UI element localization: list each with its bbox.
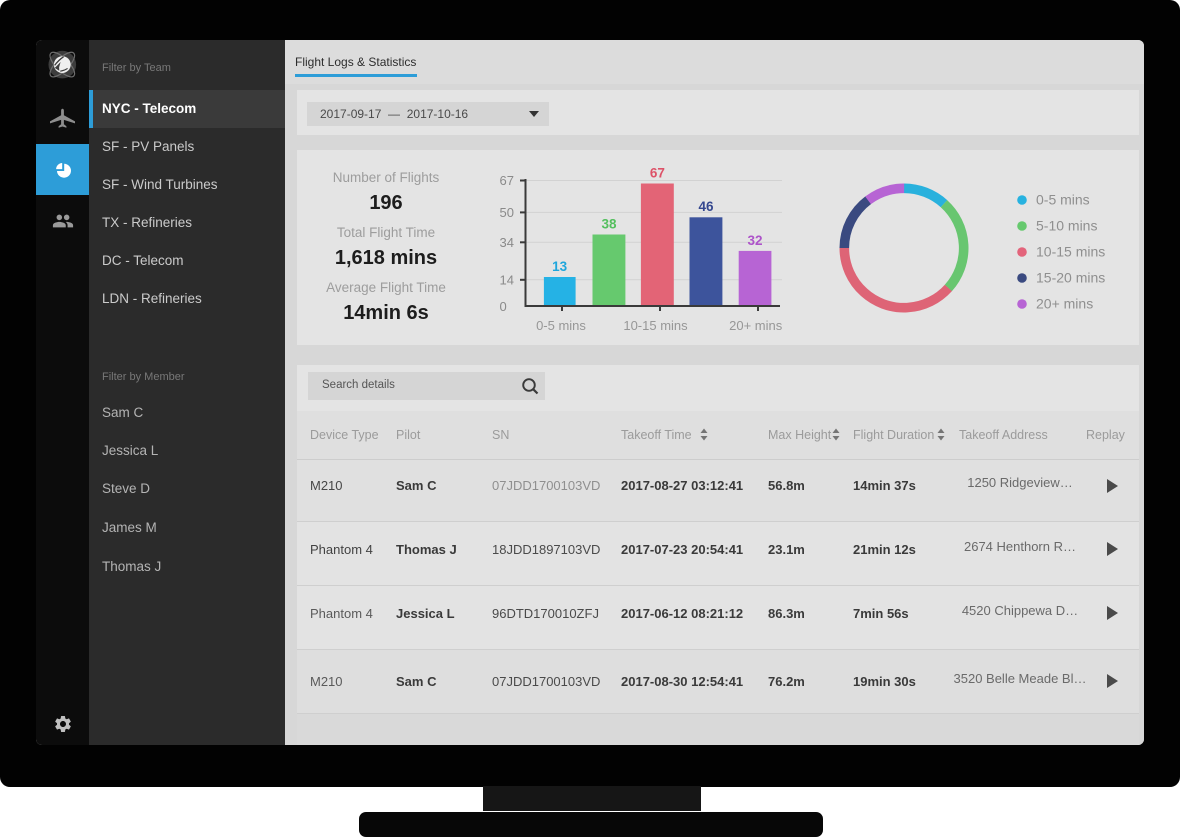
svg-text:10-15 mins: 10-15 mins <box>1036 244 1105 260</box>
svg-text:34: 34 <box>500 235 514 250</box>
svg-text:20+ mins: 20+ mins <box>729 318 783 333</box>
svg-text:38: 38 <box>601 217 617 232</box>
svg-text:50: 50 <box>500 205 514 220</box>
svg-text:67: 67 <box>500 173 514 188</box>
svg-text:46: 46 <box>698 199 714 214</box>
svg-text:20+ mins: 20+ mins <box>1036 296 1093 312</box>
svg-text:67: 67 <box>650 166 665 181</box>
svg-text:0-5 mins: 0-5 mins <box>1036 192 1090 208</box>
svg-text:10-15 mins: 10-15 mins <box>623 318 688 333</box>
svg-text:15-20 mins: 15-20 mins <box>1036 270 1105 286</box>
svg-text:0: 0 <box>500 299 507 314</box>
svg-text:14: 14 <box>500 273 514 288</box>
svg-text:5-10 mins: 5-10 mins <box>1036 218 1097 234</box>
svg-text:13: 13 <box>552 259 568 274</box>
svg-text:32: 32 <box>747 233 762 248</box>
svg-text:0-5 mins: 0-5 mins <box>536 318 586 333</box>
